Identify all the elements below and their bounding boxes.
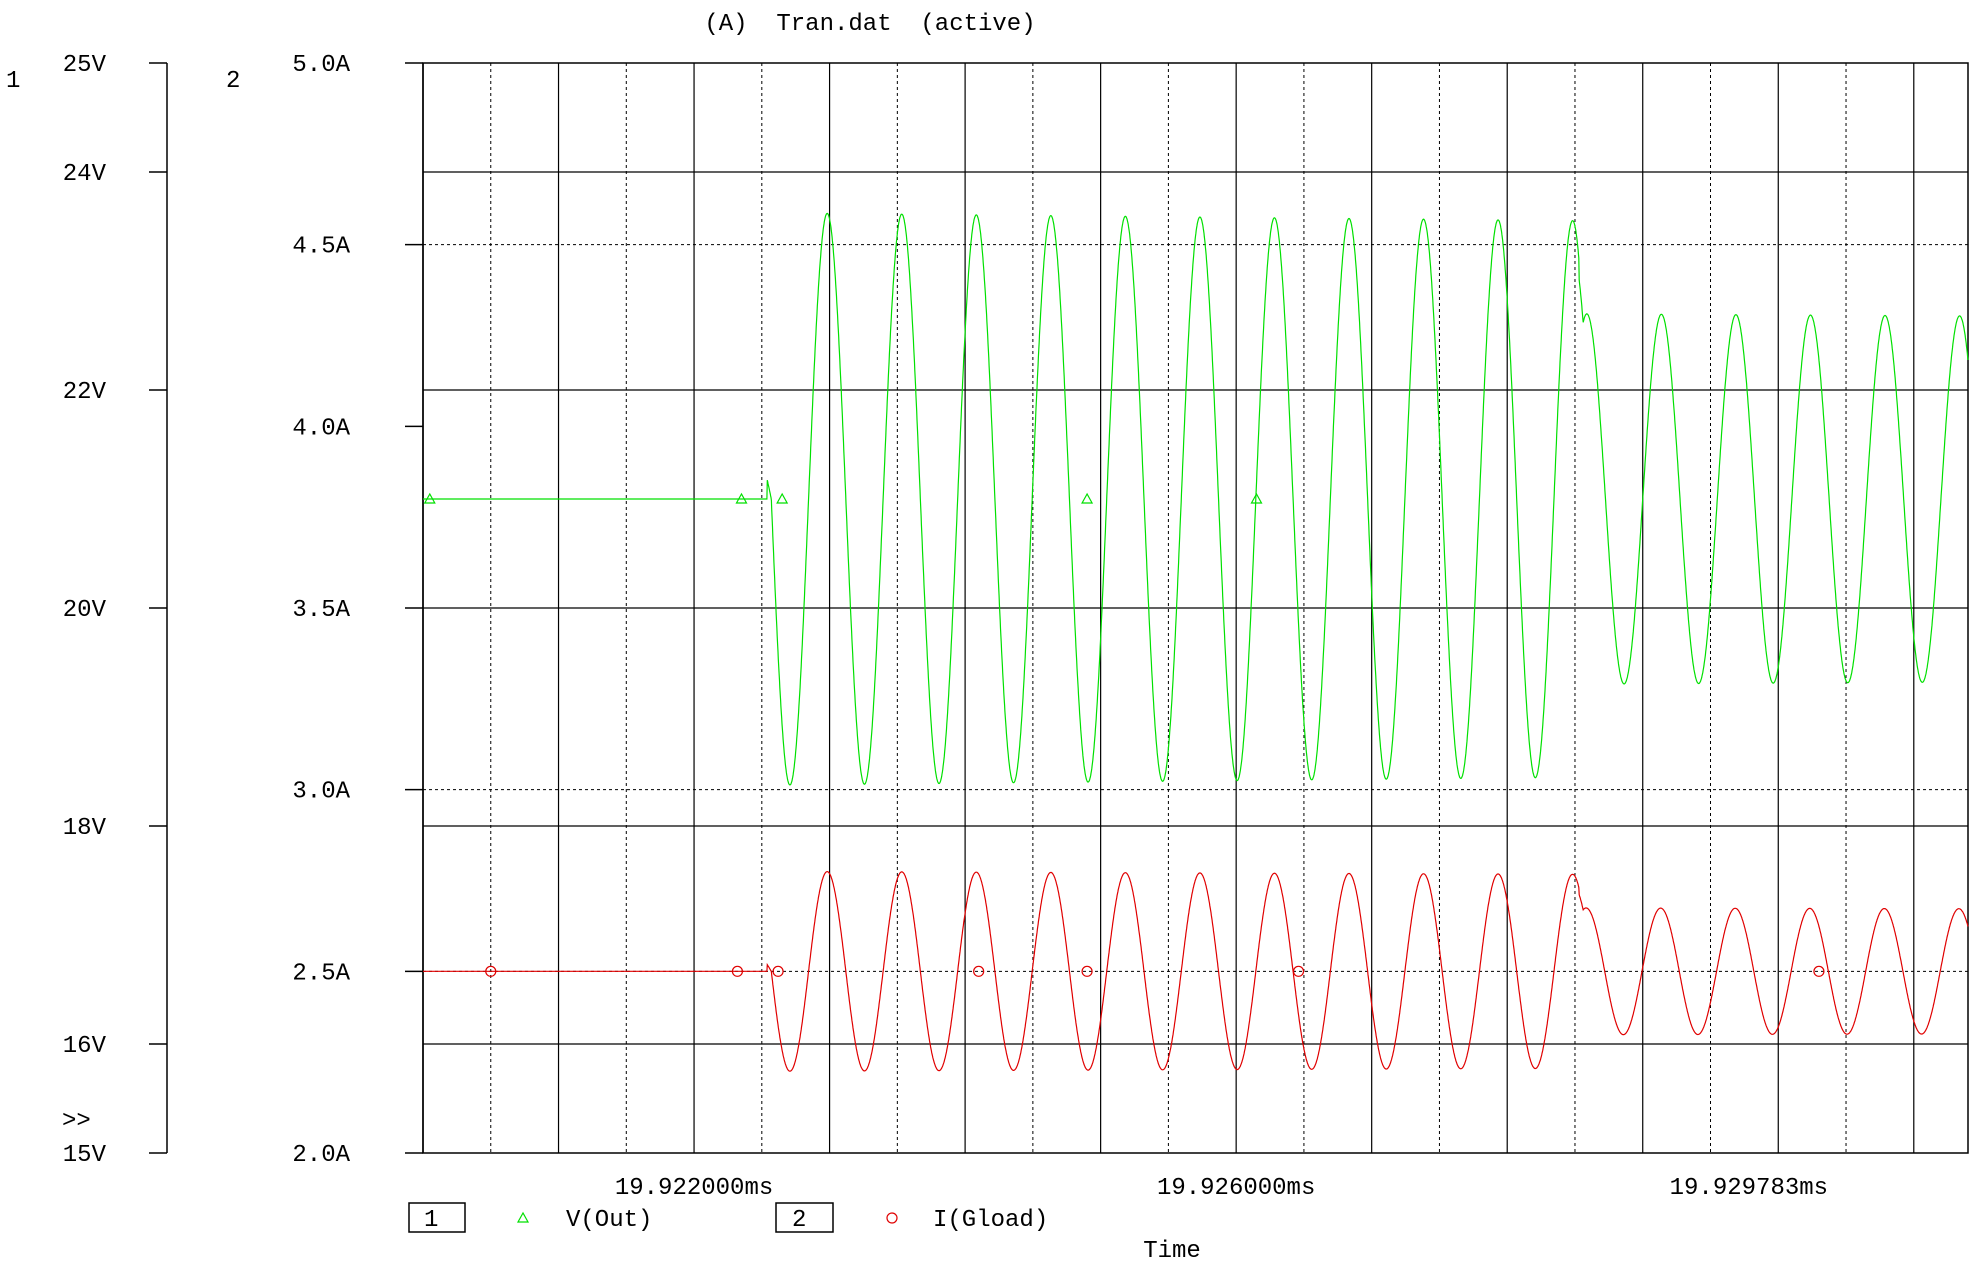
traces: [423, 212, 1969, 1072]
axis-overflow-marker: >>: [62, 1108, 91, 1135]
circle-marker-icon: [886, 1212, 898, 1224]
axis-2-tick-label: 3.5A: [292, 597, 350, 624]
axis-1-tick-label: 16V: [63, 1033, 107, 1060]
legend-i-gload-label: I(Gload): [933, 1207, 1048, 1234]
series-marker-circle: [485, 965, 497, 977]
chart-title: (A) Tran.dat (active): [704, 11, 1035, 38]
legend-v-out-label: V(Out): [566, 1207, 652, 1234]
axis-2-tick-label: 2.5A: [292, 960, 350, 987]
series-marker-circle: [1292, 965, 1305, 977]
axis-2-tick-label: 4.0A: [292, 415, 350, 442]
triangle-marker-icon: [516, 1211, 530, 1223]
axis-2-id: 2: [226, 68, 240, 95]
x-axis-label: Time: [1143, 1238, 1201, 1265]
series-marker-triangle: [423, 492, 436, 504]
series-marker-triangle: [1081, 492, 1094, 504]
axis-1-tick-label: 25V: [63, 52, 107, 79]
x-tick-label: 19.922000ms: [615, 1175, 773, 1202]
series-marker-triangle: [776, 492, 789, 504]
axis-1-tick-label: 18V: [63, 815, 107, 842]
series-marker-circle: [731, 965, 744, 977]
axis-2-current: 5.0A 4.5A 4.0A 3.5A 3.0A 2.5A 2.0A: [292, 52, 424, 1169]
grid: [422, 62, 1969, 1154]
x-tick-label: 19.926000ms: [1157, 1175, 1315, 1202]
x-axis: 19.922000ms 19.926000ms 19.929783ms: [615, 1175, 1828, 1202]
series-marker-triangle: [735, 492, 748, 504]
axis-2-tick-label: 3.0A: [292, 779, 350, 806]
axis-1-tick-label: 24V: [63, 161, 107, 188]
legend-box-1-label: 1: [424, 1207, 438, 1234]
series-marker-triangle: [1250, 492, 1263, 504]
axis-2-tick-label: 2.0A: [292, 1142, 350, 1169]
legend-box-1: [408, 1202, 466, 1233]
series-marker-circle: [1081, 965, 1093, 977]
legend-box-2: [775, 1202, 834, 1233]
axis-1-tick-label: 22V: [63, 379, 107, 406]
x-tick-label: 19.929783ms: [1670, 1175, 1828, 1202]
series-marker-circle: [1813, 965, 1825, 977]
series-marker-circle: [772, 965, 784, 977]
series-marker-circle: [973, 965, 985, 977]
axis-2-tick-label: 5.0A: [292, 52, 350, 79]
axis-1-id: 1: [6, 68, 20, 95]
axis-1-tick-label: 20V: [63, 597, 107, 624]
legend: 1 V(Out) 2 I(Gload): [408, 1202, 1048, 1234]
series-igload-line: [423, 870, 1969, 1072]
axis-1-tick-label: 15V: [63, 1142, 107, 1169]
series-vout-line: [423, 212, 1969, 786]
axis-1-voltage: 25V 24V 22V 20V 18V 16V 15V: [63, 52, 168, 1169]
legend-box-2-label: 2: [792, 1207, 806, 1234]
axis-2-tick-label: 4.5A: [292, 234, 350, 261]
